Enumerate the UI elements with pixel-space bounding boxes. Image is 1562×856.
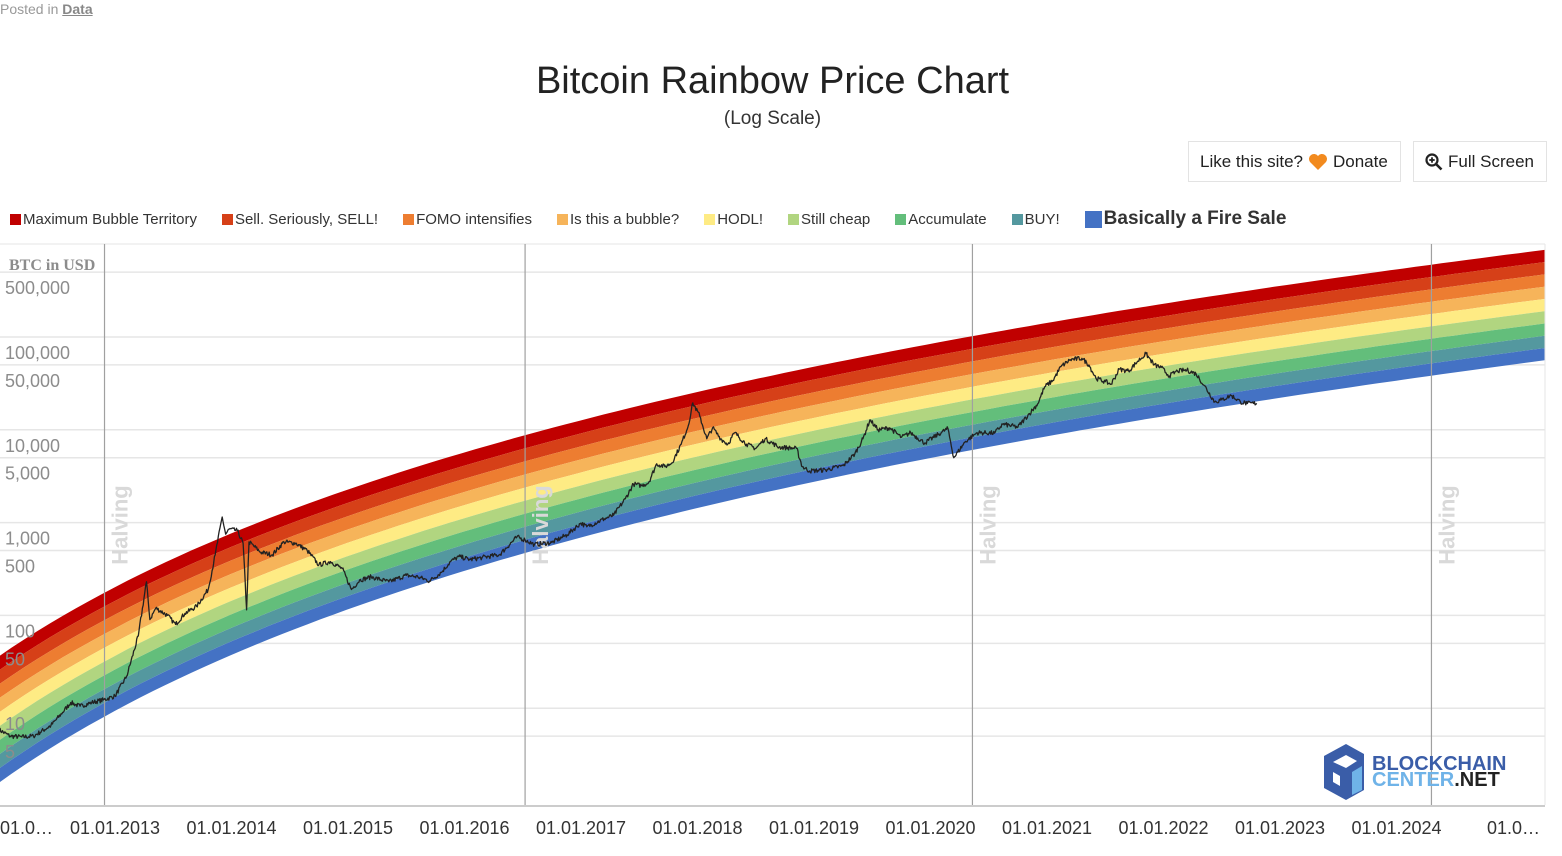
rainbow-band [0,249,1545,670]
legend-label: HODL! [717,210,764,228]
legend-swatch [403,213,415,225]
zoom-in-icon [1425,152,1443,170]
y-tick-label: 1,000 [5,529,50,549]
halving-label: Halving [975,485,1000,564]
posted-in: Posted in Data [0,1,93,17]
legend-swatch [895,213,907,225]
legend-swatch [788,213,800,225]
y-tick-label: 50,000 [5,371,60,391]
fullscreen-label: Full Screen [1448,151,1534,171]
x-tick-label: 01.01.2020 [885,818,975,838]
logo-cube-icon [1324,744,1364,800]
legend-item[interactable]: Is this a bubble? [556,210,680,228]
rainbow-band [0,286,1545,712]
chart-subtitle: (Log Scale) [723,108,822,129]
category-link[interactable]: Data [62,1,93,17]
x-tick-label: 01.01.2022 [1118,818,1208,838]
legend-swatch [1011,213,1023,225]
legend-item[interactable]: Still cheap [788,211,870,228]
y-tick-label: 10,000 [5,436,60,456]
legend-label: FOMO intensifies [416,210,532,228]
legend-label: Maximum Bubble Territory [23,210,197,228]
donate-label: Donate [1333,151,1388,171]
logo-cube-side [1352,766,1362,795]
y-tick-label: 5,000 [5,464,50,484]
y-axis-title: BTC in USD [9,257,95,274]
legend-label: Still cheap [801,210,871,228]
legend-label: BUY! [1024,210,1060,228]
y-tick-label: 50 [5,649,25,669]
heart-icon [1309,153,1327,170]
legend-label: Basically a Fire Sale [1103,208,1287,229]
rainbow-band [0,274,1545,698]
rainbow-band [0,335,1545,768]
legend-swatch [556,213,568,225]
rainbow-band [0,299,1545,726]
chart-title: Bitcoin Rainbow Price Chart [535,60,1010,102]
donate-prefix: Like this site? [1200,151,1303,171]
logo-cube-detail [1333,755,1357,786]
legend-item[interactable]: Accumulate [895,210,987,228]
legend-item[interactable]: BUY! [1011,210,1060,228]
logo-center: CENTER [1372,769,1455,791]
x-tick-label: 01.0… [0,818,53,838]
y-tick-label: 10 [5,714,25,734]
y-tick-label: 100,000 [5,343,70,363]
y-tick-label: 5 [5,742,15,762]
rainbow-band [0,348,1545,782]
x-tick-label: 01.01.2015 [303,818,393,838]
halving-label: Halving [1434,485,1459,564]
logo-text-line2: CENTER.NET [1372,769,1500,791]
halving-label: Halving [528,485,553,564]
x-tick-label: 01.01.2018 [652,818,742,838]
logo-net: .NET [1454,769,1500,791]
legend-item[interactable]: HODL! [704,211,763,228]
x-tick-label: 01.0… [1487,818,1540,838]
x-tick-label: 01.01.2016 [419,818,509,838]
legend-item[interactable]: FOMO intensifies [403,211,532,228]
x-tick-label: 01.01.2023 [1235,818,1325,838]
y-tick-label: 500,000 [5,278,70,298]
legend-label: Sell. Seriously, SELL! [234,210,379,228]
x-tick-label: 01.01.2017 [536,818,626,838]
rainbow-band [0,311,1545,740]
x-tick-label: 01.01.2021 [1002,818,1092,838]
x-tick-label: 01.01.2013 [70,818,160,838]
legend-swatch [10,213,21,225]
rainbow-band [0,262,1545,684]
chart-legend: Maximum Bubble Territory Sell. Seriously,… [10,208,1311,230]
donate-button[interactable]: Like this site? Donate [1188,141,1401,182]
posted-prefix: Posted in [0,1,59,17]
legend-label: Accumulate [908,210,987,228]
halving-label: Halving [108,485,133,564]
legend-swatch [1084,210,1102,228]
x-tick-label: 01.01.2024 [1351,818,1441,838]
legend-item[interactable]: Basically a Fire Sale [1084,208,1287,230]
legend-label: Is this a bubble? [569,210,680,228]
rainbow-band [0,323,1545,754]
x-tick-label: 01.01.2014 [186,818,276,838]
y-tick-label: 100 [5,621,35,641]
legend-swatch [221,213,233,225]
fullscreen-button[interactable]: Full Screen [1413,141,1547,182]
legend-item[interactable]: Maximum Bubble Territory [10,211,197,228]
y-tick-label: 500 [5,557,35,577]
legend-swatch [704,213,716,225]
legend-item[interactable]: Sell. Seriously, SELL! [221,210,379,228]
btc-price-line [0,351,1258,740]
logo-text-line1: BLOCKCHAIN [1372,753,1506,775]
x-tick-label: 01.01.2019 [769,818,859,838]
